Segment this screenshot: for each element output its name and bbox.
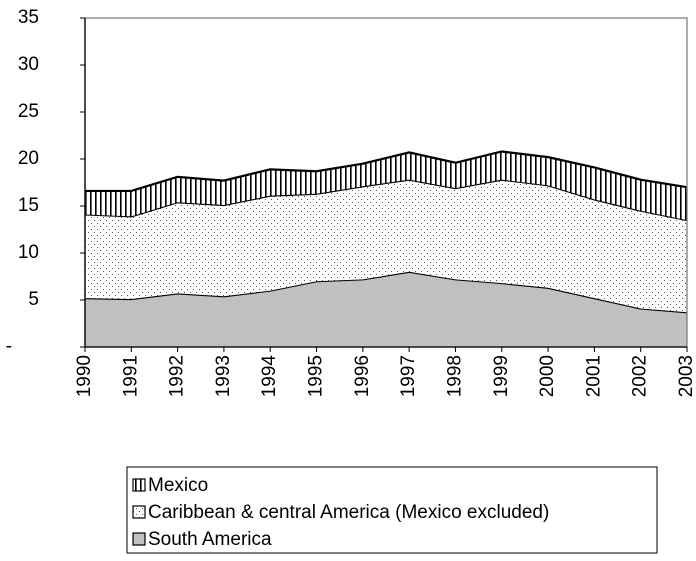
x-tick-label: 1999	[491, 355, 512, 397]
x-tick-label: 1997	[398, 355, 419, 397]
legend-box	[126, 466, 658, 554]
y-tick-label: 5	[28, 289, 39, 310]
area-edge	[85, 150, 688, 193]
x-tick-label: 1990	[74, 355, 95, 397]
y-tick-label: 20	[18, 148, 39, 169]
legend-swatch	[132, 532, 146, 546]
x-tick-label: 2000	[537, 355, 558, 397]
x-tick-label: 1998	[444, 355, 465, 397]
y-tick-label: 15	[18, 195, 39, 216]
x-tick-label: 1995	[306, 355, 327, 397]
x-tick-label: 1993	[213, 355, 234, 397]
area	[85, 151, 687, 221]
y-tick-label: 25	[18, 101, 39, 122]
x-tick-label: 1991	[120, 355, 141, 397]
x-tick-label: 2003	[676, 355, 696, 397]
x-tick-label: 2002	[630, 355, 651, 397]
y-tick-label: 35	[18, 7, 39, 28]
area	[85, 179, 687, 313]
legend-label: Mexico	[148, 475, 208, 496]
legend-label: South America	[148, 529, 272, 550]
x-tick-label: 2001	[583, 355, 604, 397]
legend-label: Caribbean & central America (Mexico excl…	[148, 502, 549, 523]
y-tick-label: -	[6, 336, 12, 357]
x-tick-label: 1996	[352, 355, 373, 397]
x-tick-label: 1994	[259, 355, 280, 398]
legend-swatch	[132, 505, 146, 519]
x-tick-label: 1992	[167, 355, 188, 397]
legend-swatch	[132, 478, 146, 492]
y-tick-label: 10	[18, 242, 39, 263]
area	[85, 271, 687, 347]
y-tick-label: 30	[18, 54, 39, 75]
